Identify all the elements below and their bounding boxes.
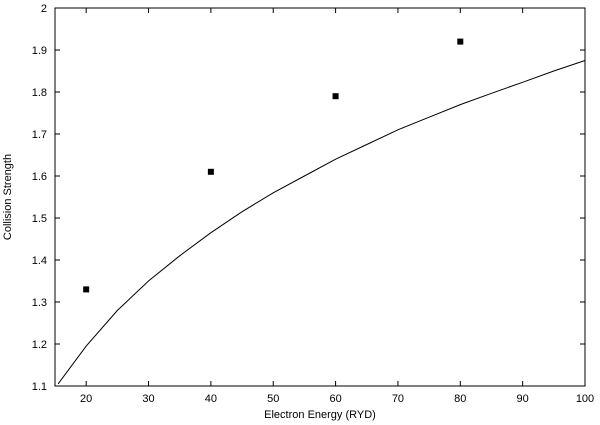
y-tick-label: 1.2 — [32, 339, 47, 351]
x-tick-label: 70 — [392, 393, 404, 405]
y-tick-label: 1.4 — [32, 255, 47, 267]
x-tick-label: 60 — [329, 393, 341, 405]
data-point — [207, 168, 214, 175]
x-axis: 20 30 40 50 60 70 80 90 100 — [80, 8, 594, 405]
x-tick-label: 100 — [576, 393, 594, 405]
y-axis-title: Collision Strength — [2, 154, 14, 240]
x-tick-label: 20 — [80, 393, 92, 405]
x-tick-label: 90 — [517, 393, 529, 405]
x-tick-label: 30 — [142, 393, 154, 405]
x-tick-label: 80 — [454, 393, 466, 405]
plot-frame — [54, 7, 586, 387]
y-tick-label: 1.5 — [32, 213, 47, 225]
y-tick-label: 1.6 — [32, 171, 47, 183]
y-axis: 1.1 1.2 1.3 1.4 1.5 1.6 1.7 1.8 1.9 2 — [32, 3, 585, 393]
y-tick-label: 2 — [41, 3, 47, 15]
series-layer — [57, 38, 586, 385]
y-tick-label: 1.7 — [32, 129, 47, 141]
y-tick-label: 1.3 — [32, 297, 47, 309]
data-point — [457, 38, 464, 45]
data-point — [83, 286, 90, 293]
x-tick-label: 50 — [267, 393, 279, 405]
x-axis-title: Electron Energy (RYD) — [264, 409, 376, 421]
fit-curve — [57, 60, 586, 385]
x-tick-label: 40 — [205, 393, 217, 405]
data-point — [332, 93, 339, 100]
y-tick-label: 1.9 — [32, 45, 47, 57]
y-tick-label: 1.1 — [32, 381, 47, 393]
y-tick-label: 1.8 — [32, 87, 47, 99]
